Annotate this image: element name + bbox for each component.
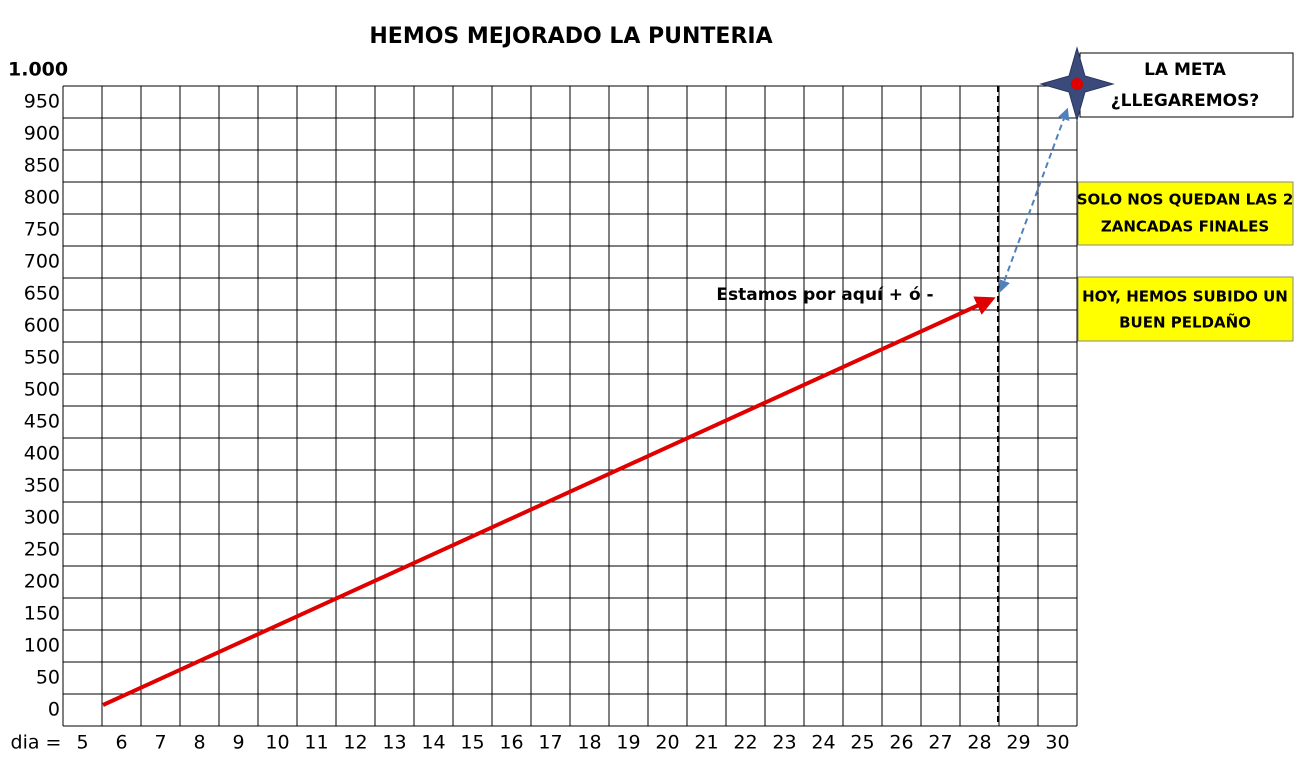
x-label: 5 <box>76 732 88 754</box>
note-box <box>1077 181 1294 246</box>
y-label: 200 <box>24 571 60 593</box>
y-label: 800 <box>24 187 60 209</box>
y-label: 100 <box>24 635 60 657</box>
y-label: 150 <box>24 603 60 625</box>
x-label: 24 <box>811 732 835 754</box>
progress-arrow <box>102 296 996 707</box>
x-label: 26 <box>889 732 913 754</box>
y-label: 700 <box>24 251 60 273</box>
y-label: 900 <box>24 123 60 145</box>
x-label: 28 <box>967 732 991 754</box>
x-label: 19 <box>616 732 640 754</box>
x-label: 7 <box>154 732 166 754</box>
y-label: 600 <box>24 315 60 337</box>
note-box <box>1077 276 1294 342</box>
note-text: HOY, HEMOS SUBIDO UN <box>1082 288 1288 306</box>
y-label: 1.000 <box>8 59 68 81</box>
y-label: 950 <box>24 91 60 113</box>
x-label: 10 <box>265 732 289 754</box>
y-label: 550 <box>24 347 60 369</box>
x-label: 13 <box>382 732 406 754</box>
note-text: SOLO NOS QUEDAN LAS 2 <box>1077 191 1294 209</box>
remaining-arrow <box>998 107 1070 293</box>
x-label: 18 <box>577 732 601 754</box>
marker-label: Estamos por aquí + ó - <box>716 285 933 305</box>
x-label: 21 <box>694 732 718 754</box>
x-label: 17 <box>538 732 562 754</box>
x-label: 9 <box>232 732 244 754</box>
y-label: 350 <box>24 475 60 497</box>
x-label: 29 <box>1006 732 1030 754</box>
y-label: 750 <box>24 219 60 241</box>
y-label: 300 <box>24 507 60 529</box>
x-label: 8 <box>193 732 205 754</box>
y-label: 650 <box>24 283 60 305</box>
y-label: 250 <box>24 539 60 561</box>
y-label: 500 <box>24 379 60 401</box>
x-label: 25 <box>850 732 874 754</box>
y-label: 50 <box>36 667 60 689</box>
x-label: 20 <box>655 732 679 754</box>
grid <box>62 85 1078 727</box>
x-label: 15 <box>460 732 484 754</box>
x-label: 16 <box>499 732 523 754</box>
y-label: 450 <box>24 411 60 433</box>
x-label: 12 <box>343 732 367 754</box>
x-label: 11 <box>304 732 328 754</box>
note-text: ZANCADAS FINALES <box>1101 218 1269 236</box>
y-label: 400 <box>24 443 60 465</box>
x-label: 14 <box>421 732 445 754</box>
goal-box <box>1079 52 1294 118</box>
goal-text: LA META <box>1144 60 1227 80</box>
x-label: 27 <box>928 732 952 754</box>
goal-text: ¿LLEGAREMOS? <box>1111 91 1259 111</box>
y-label: 850 <box>24 155 60 177</box>
x-label: 23 <box>772 732 796 754</box>
x-label: 22 <box>733 732 757 754</box>
title: HEMOS MEJORADO LA PUNTERIA <box>369 24 772 49</box>
x-label: 30 <box>1045 732 1069 754</box>
note-text: BUEN PELDAÑO <box>1119 313 1251 332</box>
x-label: 6 <box>115 732 127 754</box>
goal-star-center <box>1071 78 1083 90</box>
y-label: 0 <box>48 699 60 721</box>
x-prefix: dia = <box>11 732 62 754</box>
